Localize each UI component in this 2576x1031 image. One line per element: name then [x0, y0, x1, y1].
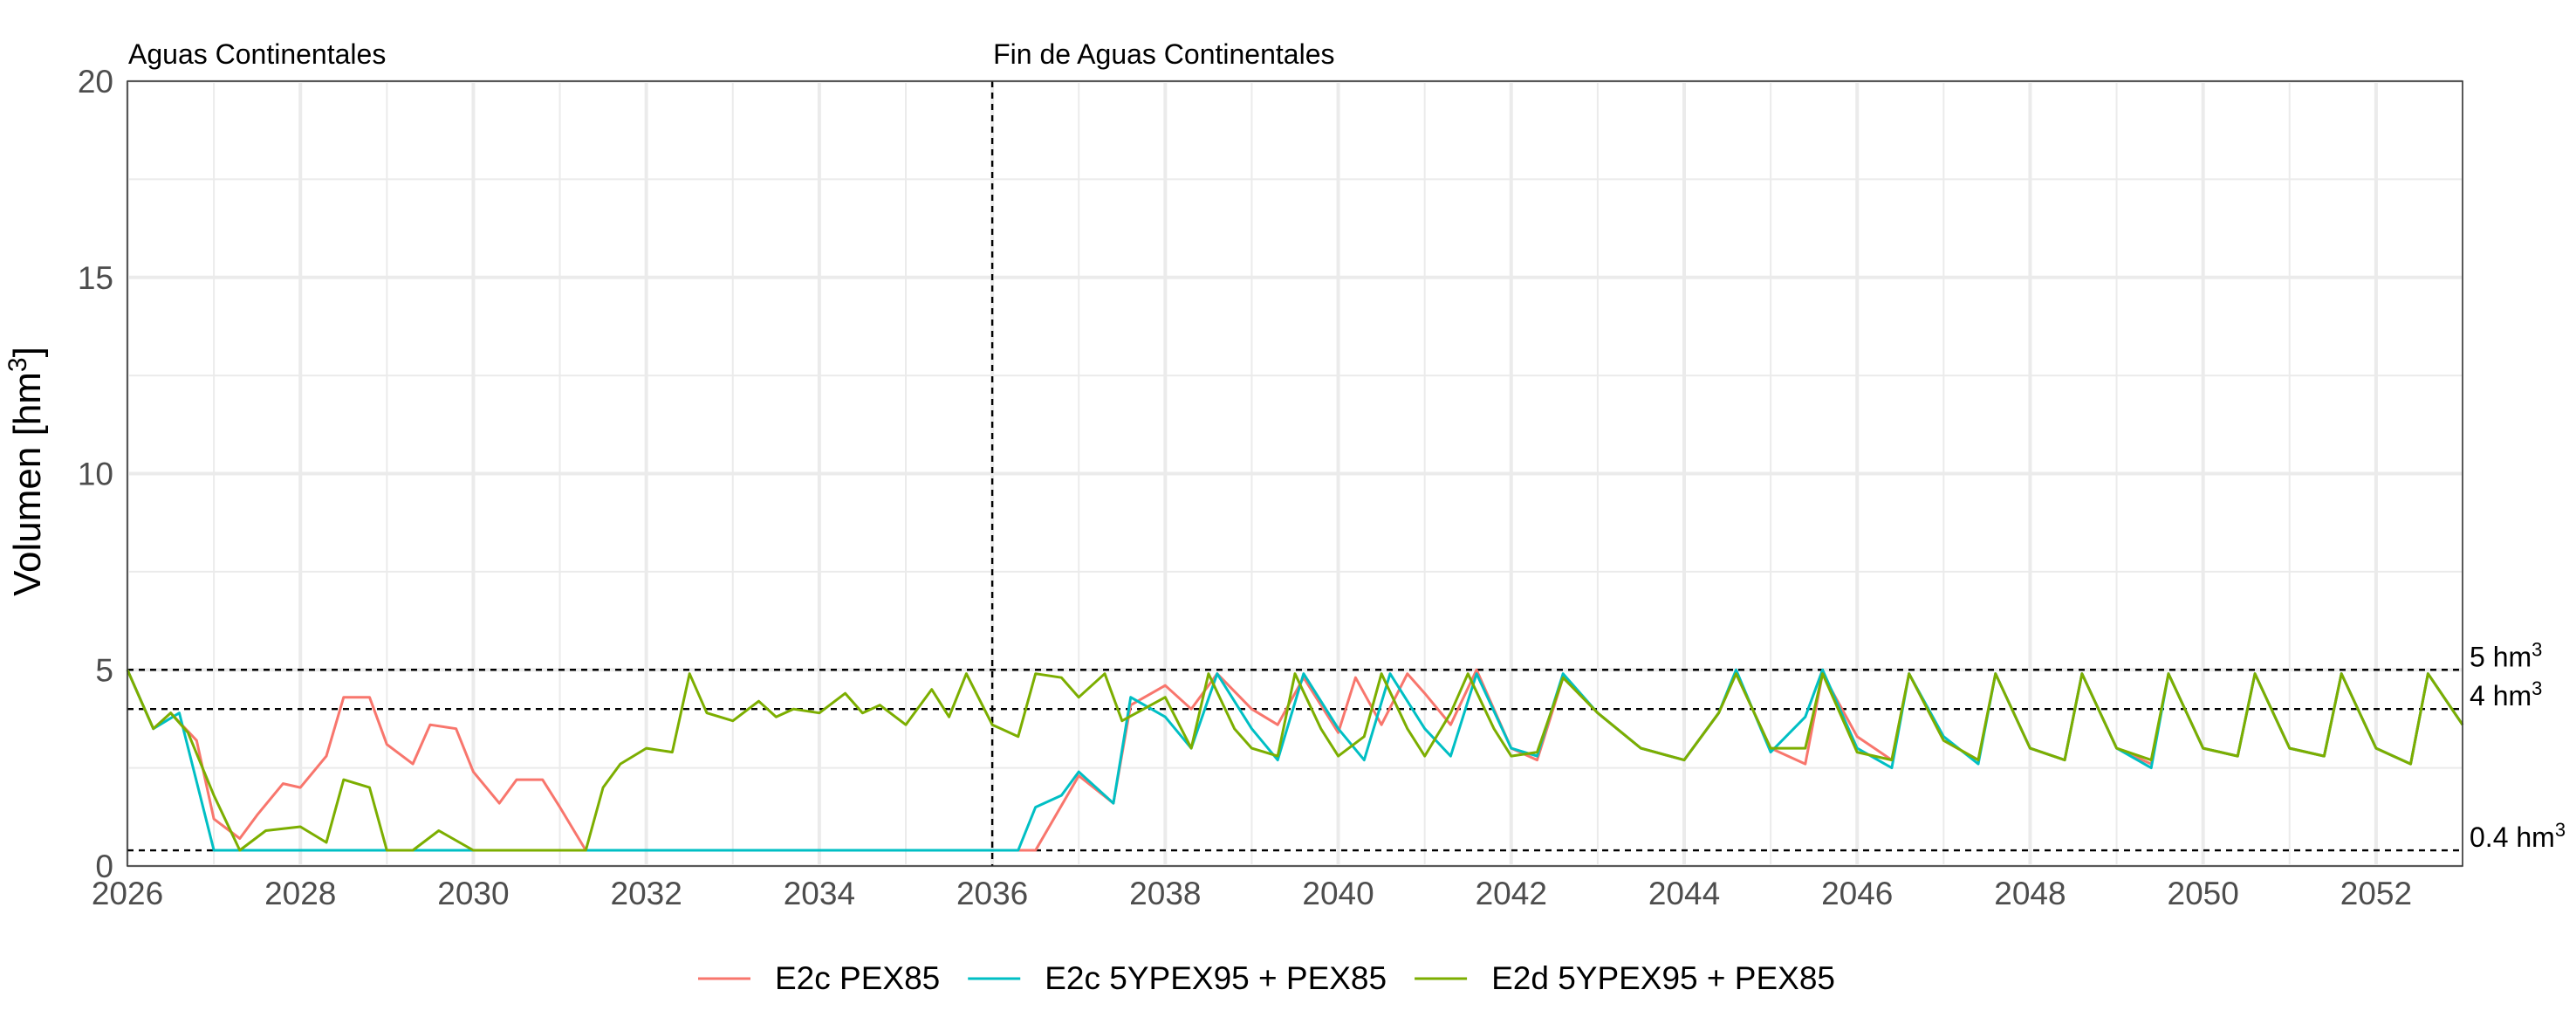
reference-line-label: 0.4 hm3 — [2470, 819, 2566, 854]
x-tick-label: 2026 — [92, 876, 163, 911]
annotation-label: Aguas Continentales — [128, 38, 386, 70]
legend-label: E2c 5YPEX95 + PEX85 — [1045, 960, 1387, 996]
panel-border — [127, 80, 2463, 867]
series-line — [126, 669, 2464, 852]
annotations: Aguas Continentales Fin de Aguas Continen… — [128, 38, 1334, 70]
series-line — [126, 668, 2464, 852]
x-tick-label: 2048 — [1994, 876, 2066, 911]
series-line — [126, 668, 2464, 852]
x-tick-label: 2042 — [1476, 876, 1547, 911]
y-tick-label: 15 — [78, 260, 113, 296]
y-tick-label: 10 — [78, 457, 113, 492]
series-lines — [126, 668, 2464, 852]
y-axis-label: Volumen [hm3] — [3, 347, 50, 596]
x-tick-label: 2030 — [437, 876, 509, 911]
x-tick-label: 2050 — [2168, 876, 2239, 911]
x-tick-label: 2040 — [1302, 876, 1374, 911]
axis-layer: 2026 2028 2030 2032 2034 2036 2038 2040 2042 2044… — [78, 64, 2566, 911]
x-tick-label: 2046 — [1821, 876, 1893, 911]
x-tick-label: 2034 — [784, 876, 855, 911]
x-tick-label: 2032 — [611, 876, 682, 911]
annotation-label: Fin de Aguas Continentales — [993, 38, 1334, 70]
legend-label: E2c PEX85 — [775, 960, 940, 996]
x-tick-label: 2044 — [1648, 876, 1720, 911]
reference-line-label: 4 hm3 — [2470, 677, 2542, 712]
y-tick-label: 0 — [95, 849, 113, 884]
reference-line-label: 5 hm3 — [2470, 638, 2542, 673]
x-tick-label: 2028 — [264, 876, 336, 911]
y-tick-label: 5 — [95, 652, 113, 688]
y-tick-label: 20 — [78, 64, 113, 100]
x-tick-label: 2036 — [956, 876, 1028, 911]
legend: E2c PEX85 E2c 5YPEX95 + PEX85 E2d 5YPEX95 … — [698, 960, 1835, 996]
x-tick-label: 2038 — [1129, 876, 1201, 911]
x-tick-label: 2052 — [2340, 876, 2412, 911]
grid-layer — [126, 79, 2463, 868]
legend-label: E2d 5YPEX95 + PEX85 — [1491, 960, 1835, 996]
